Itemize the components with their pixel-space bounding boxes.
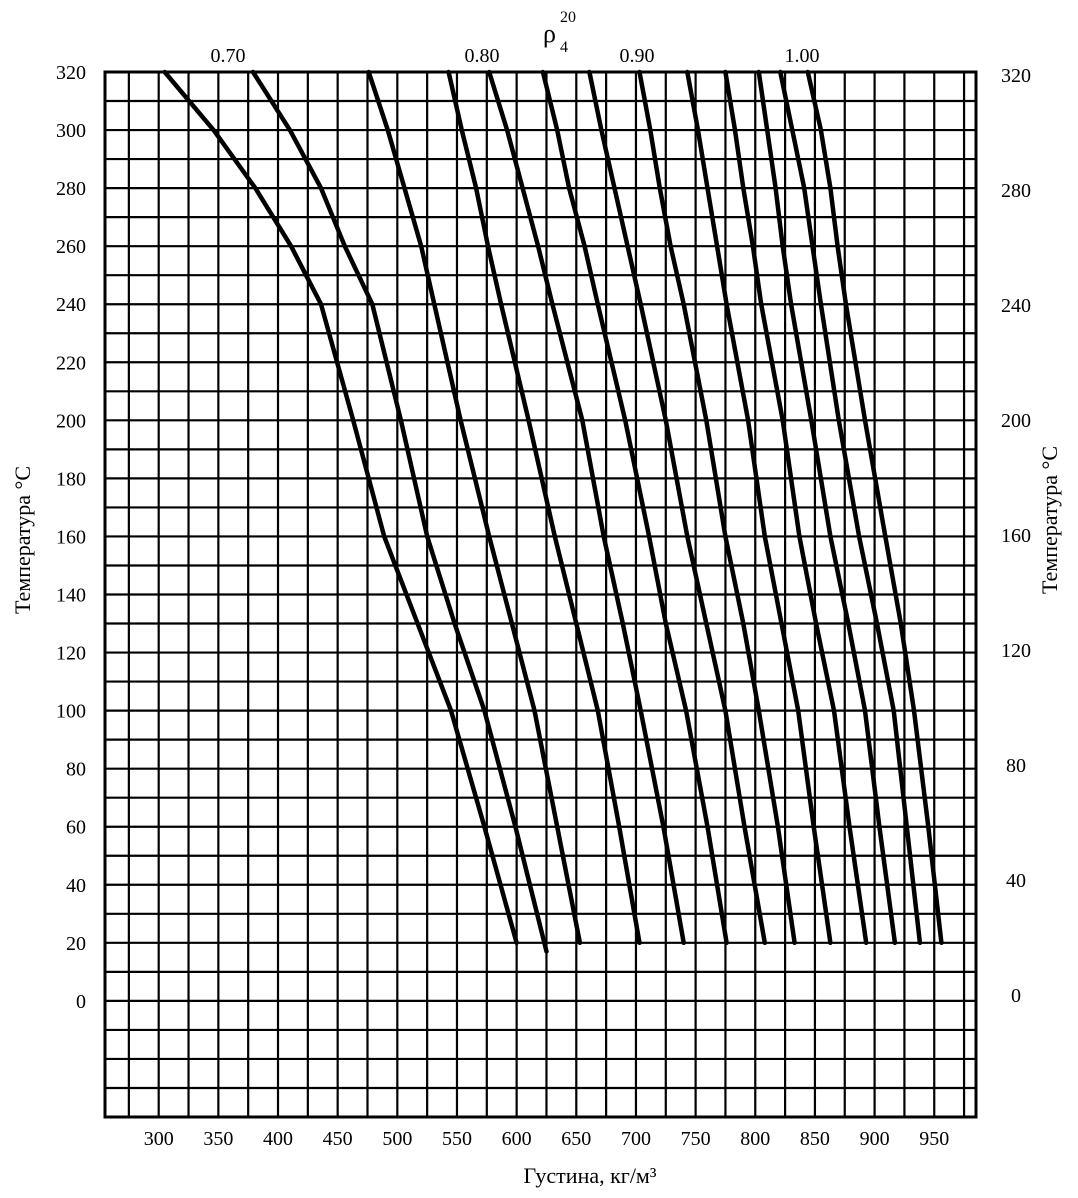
- y-tick-label-left: 20: [66, 933, 86, 955]
- top-tick-label: 0.80: [465, 45, 500, 67]
- y-tick-label-left: 300: [56, 120, 86, 142]
- x-tick-label: 600: [502, 1128, 532, 1150]
- y-tick-label-left: 120: [56, 643, 86, 665]
- top-tick-labels: 0.70 0.80 0.90 1.00: [211, 45, 820, 67]
- y-tick-label-left: 260: [56, 236, 86, 258]
- y-tick-label-left: 160: [56, 526, 86, 548]
- x-tick-label: 850: [800, 1128, 830, 1150]
- top-axis-label-sub: 4: [560, 39, 568, 56]
- y-tick-label-left: 220: [56, 352, 86, 374]
- x-tick-label: 350: [203, 1128, 233, 1150]
- plot-frame: [103, 70, 978, 1119]
- y-tick-label-right: 200: [1001, 410, 1031, 432]
- y-tick-label-left: 240: [56, 294, 86, 316]
- y-tick-labels-right: 0 40 80 120 160 200 240 280 320: [1001, 65, 1031, 1007]
- x-tick-labels: 300 350 400 450 500 550 600 650 700 750 800 850 900 9…: [144, 1128, 950, 1150]
- x-tick-label: 550: [442, 1128, 472, 1150]
- y-tick-label-right: 120: [1001, 640, 1031, 662]
- density-curve-7: [587, 69, 768, 946]
- density-curve-4: [446, 69, 642, 946]
- y-tick-label-left: 0: [76, 991, 86, 1013]
- y-tick-label-left: 200: [56, 410, 86, 432]
- x-tick-label: 900: [860, 1128, 890, 1150]
- density-curve-3: [366, 69, 583, 946]
- top-axis-label: ρ: [543, 19, 556, 48]
- y-tick-label-left: 280: [56, 178, 86, 200]
- y-axis-label-left: Температура °С: [10, 466, 35, 614]
- top-tick-label: 1.00: [785, 45, 820, 67]
- density-curve-9: [685, 69, 833, 946]
- y-tick-label-left: 60: [66, 817, 86, 839]
- y-tick-label-left: 180: [56, 468, 86, 490]
- y-tick-label-right: 280: [1001, 180, 1031, 202]
- density-curve-10: [723, 69, 869, 946]
- x-tick-label: 700: [621, 1128, 651, 1150]
- x-tick-label: 650: [561, 1128, 591, 1150]
- y-tick-label-right: 240: [1001, 295, 1031, 317]
- y-tick-label-left: 140: [56, 585, 86, 607]
- y-tick-label-left: 320: [56, 62, 86, 84]
- y-tick-labels-left: 0 20 40 60 80 100 120 140 160 180 200 220 240 260 280 3…: [56, 62, 86, 1013]
- y-tick-label-right: 40: [1006, 870, 1026, 892]
- density-curve-5: [486, 69, 686, 946]
- y-tick-label-left: 40: [66, 875, 86, 897]
- density-curve-13: [805, 69, 944, 946]
- y-tick-label-right: 80: [1006, 755, 1026, 777]
- x-axis-label: Густина, кг/м³: [524, 1163, 657, 1188]
- x-tick-label: 800: [740, 1128, 770, 1150]
- density-curve-2: [250, 69, 549, 954]
- y-axis-label-right: Температура °С: [1037, 446, 1062, 594]
- density-curves: [162, 69, 944, 954]
- grid: [103, 70, 978, 1119]
- x-tick-label: 450: [323, 1128, 353, 1150]
- y-tick-label-left: 80: [66, 759, 86, 781]
- top-axis-label-sup: 20: [560, 9, 576, 26]
- y-tick-label-right: 0: [1011, 985, 1021, 1007]
- y-tick-label-right: 320: [1001, 65, 1031, 87]
- x-tick-label: 950: [919, 1128, 949, 1150]
- y-tick-label-left: 100: [56, 701, 86, 723]
- density-curve-8: [637, 69, 797, 946]
- x-tick-label: 500: [382, 1128, 412, 1150]
- density-curve-11: [756, 69, 898, 946]
- density-curve-1: [162, 69, 519, 946]
- density-curve-6: [540, 69, 729, 946]
- density-curve-12: [778, 69, 923, 946]
- top-tick-label: 0.70: [211, 45, 246, 67]
- x-tick-label: 300: [144, 1128, 174, 1150]
- x-tick-label: 400: [263, 1128, 293, 1150]
- y-tick-label-right: 160: [1001, 525, 1031, 547]
- top-tick-label: 0.90: [620, 45, 655, 67]
- x-tick-label: 750: [681, 1128, 711, 1150]
